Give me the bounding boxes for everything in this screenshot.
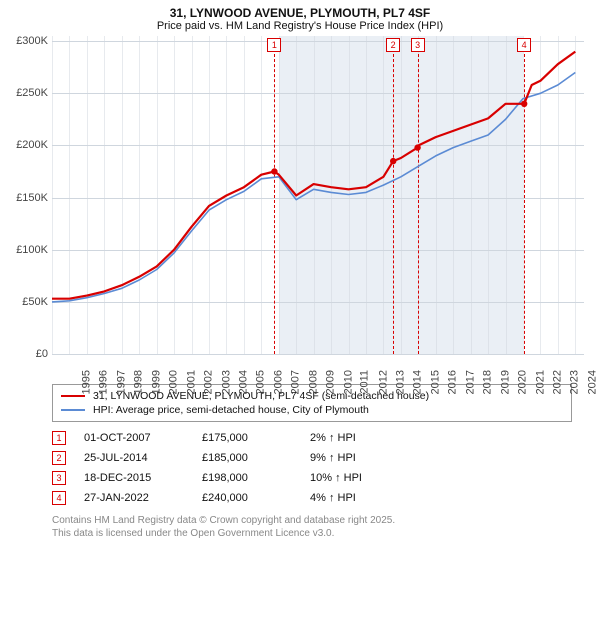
event-delta: 2% ↑ HPI bbox=[310, 432, 420, 444]
footer-line2: This data is licensed under the Open Gov… bbox=[52, 528, 334, 539]
event-row: 1 01-OCT-2007 £175,000 2% ↑ HPI bbox=[52, 428, 590, 448]
legend-label: HPI: Average price, semi-detached house,… bbox=[93, 404, 369, 416]
event-marker: 1 bbox=[52, 431, 66, 445]
event-delta: 4% ↑ HPI bbox=[310, 492, 420, 504]
event-table: 1 01-OCT-2007 £175,000 2% ↑ HPI 2 25-JUL-2014… bbox=[52, 428, 590, 508]
event-price: £240,000 bbox=[202, 492, 292, 504]
event-marker: 3 bbox=[52, 471, 66, 485]
chart-lines bbox=[10, 36, 590, 376]
event-delta: 10% ↑ HPI bbox=[310, 472, 420, 484]
chart: £0£50K£100K£150K£200K£250K£300K199519961… bbox=[10, 36, 590, 376]
event-price: £198,000 bbox=[202, 472, 292, 484]
event-marker: 4 bbox=[52, 491, 66, 505]
event-date: 27-JAN-2022 bbox=[84, 492, 184, 504]
event-row: 3 18-DEC-2015 £198,000 10% ↑ HPI bbox=[52, 468, 590, 488]
event-marker: 2 bbox=[52, 451, 66, 465]
event-price: £185,000 bbox=[202, 452, 292, 464]
footer-attribution: Contains HM Land Registry data © Crown c… bbox=[52, 514, 572, 540]
chart-subtitle: Price paid vs. HM Land Registry's House … bbox=[10, 20, 590, 32]
event-delta: 9% ↑ HPI bbox=[310, 452, 420, 464]
chart-title: 31, LYNWOOD AVENUE, PLYMOUTH, PL7 4SF bbox=[10, 6, 590, 20]
event-date: 25-JUL-2014 bbox=[84, 452, 184, 464]
footer-line1: Contains HM Land Registry data © Crown c… bbox=[52, 515, 395, 526]
event-row: 2 25-JUL-2014 £185,000 9% ↑ HPI bbox=[52, 448, 590, 468]
event-price: £175,000 bbox=[202, 432, 292, 444]
legend-swatch bbox=[61, 395, 85, 397]
legend-item: HPI: Average price, semi-detached house,… bbox=[61, 403, 563, 417]
legend-swatch bbox=[61, 409, 85, 411]
event-date: 18-DEC-2015 bbox=[84, 472, 184, 484]
event-date: 01-OCT-2007 bbox=[84, 432, 184, 444]
event-row: 4 27-JAN-2022 £240,000 4% ↑ HPI bbox=[52, 488, 590, 508]
